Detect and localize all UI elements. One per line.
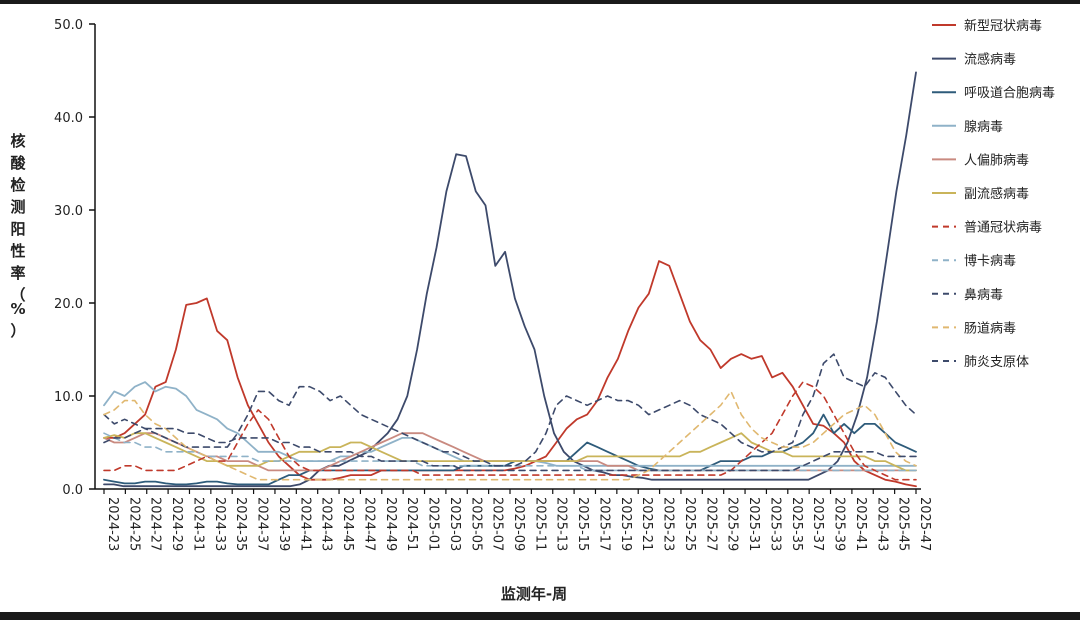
x-tick-label: 2024-33 bbox=[212, 497, 227, 551]
series-line bbox=[103, 353, 917, 467]
x-tick-label: 2024-47 bbox=[361, 497, 376, 551]
series-line bbox=[103, 413, 917, 486]
x-tick-label: 2025-43 bbox=[874, 497, 889, 551]
x-tick-label: 2025-47 bbox=[917, 497, 932, 551]
series-layer bbox=[103, 71, 917, 488]
y-axis-title-char: 率 bbox=[10, 264, 25, 282]
y-tick-label: 50.0 bbox=[54, 18, 83, 33]
x-tick-label: 2025-29 bbox=[725, 497, 740, 551]
x-tick-label: 2025-33 bbox=[767, 497, 782, 551]
x-tick-label: 2024-23 bbox=[105, 497, 120, 551]
legend-label: 普通冠状病毒 bbox=[964, 221, 1042, 236]
x-tick-label: 2025-19 bbox=[618, 497, 633, 551]
x-tick-label: 2025-25 bbox=[682, 497, 697, 551]
legend-label: 新型冠状病毒 bbox=[964, 18, 1042, 34]
legend: 新型冠状病毒流感病毒呼吸道合胞病毒腺病毒人偏肺病毒副流感病毒普通冠状病毒博卡病毒… bbox=[932, 18, 1055, 370]
y-axis-title-char: % bbox=[10, 300, 25, 318]
x-tick-label: 2024-35 bbox=[233, 497, 248, 551]
x-tick-label: 2025-27 bbox=[703, 497, 718, 551]
chart: 0.010.020.030.040.050.0 2024-23 2024-25 20… bbox=[10, 18, 1055, 603]
x-tick-label: 2025-03 bbox=[447, 497, 462, 551]
y-tick-label: 40.0 bbox=[54, 111, 83, 126]
y-tick-label: 0.0 bbox=[62, 483, 83, 498]
y-axis-title-char: （ bbox=[10, 286, 25, 304]
series-line bbox=[103, 427, 917, 472]
x-tick-label: 2025-17 bbox=[596, 497, 611, 551]
x-tick-label: 2024-51 bbox=[404, 497, 419, 551]
x-tick-label: 2025-13 bbox=[554, 497, 569, 551]
x-tick-label: 2025-37 bbox=[810, 497, 825, 551]
series-line bbox=[103, 432, 917, 472]
x-tick-label: 2025-35 bbox=[789, 497, 804, 551]
legend-label: 肠道病毒 bbox=[964, 321, 1016, 336]
y-axis-title-char: 测 bbox=[10, 198, 25, 216]
x-tick-label: 2024-43 bbox=[319, 497, 334, 551]
x-tick-label: 2025-11 bbox=[532, 497, 547, 551]
x-tick-label: 2024-37 bbox=[255, 497, 270, 551]
series-line bbox=[103, 381, 917, 481]
x-tick-label: 2025-41 bbox=[853, 497, 868, 551]
x-tick-label: 2025-05 bbox=[468, 497, 483, 551]
y-tick-label: 20.0 bbox=[54, 297, 83, 312]
x-tick-label: 2024-41 bbox=[297, 497, 312, 551]
x-tick-label: 2024-27 bbox=[148, 497, 163, 551]
chart-frame: 0.0 10.0 20.0 30.0 40.0 50.0 2024-23 2024-25 20… bbox=[0, 4, 1080, 612]
legend-label: 博卡病毒 bbox=[964, 254, 1016, 269]
y-axis-title-char: 检 bbox=[10, 176, 25, 194]
x-tick-label: 2024-45 bbox=[340, 497, 355, 551]
y-axis-title: 核酸检测阳性率 （% ） bbox=[10, 132, 26, 340]
x-tick-label: 2024-31 bbox=[190, 497, 205, 551]
y-axis-title-char: 核 bbox=[10, 132, 25, 150]
x-tick-label: 2025-09 bbox=[511, 497, 526, 551]
y-axis-title-char: 酸 bbox=[10, 154, 26, 172]
y-tick-label: 30.0 bbox=[54, 204, 83, 219]
legend-label: 腺病毒 bbox=[964, 120, 1003, 135]
x-tick-label: 2024-25 bbox=[126, 497, 141, 551]
legend-label: 鼻病毒 bbox=[964, 287, 1003, 303]
legend-label: 流感病毒 bbox=[964, 52, 1016, 68]
y-axis-title-char: ） bbox=[10, 322, 25, 340]
x-tick-label: 2024-39 bbox=[276, 497, 291, 551]
x-tick-label: 2024-29 bbox=[169, 497, 184, 551]
x-tick-label: 2025-45 bbox=[896, 497, 911, 551]
x-axis-title: 监测年-周 bbox=[501, 585, 567, 603]
series-line bbox=[103, 260, 917, 488]
x-tick-label: 2025-39 bbox=[832, 497, 847, 551]
legend-label: 肺炎支原体 bbox=[964, 355, 1029, 370]
x-tick-label: 2025-21 bbox=[639, 497, 654, 551]
x-tick-label: 2024-49 bbox=[383, 497, 398, 551]
y-tick-label: 10.0 bbox=[54, 390, 83, 405]
x-tick-label: 2025-15 bbox=[575, 497, 590, 551]
x-tick-label: 2025-23 bbox=[661, 497, 676, 551]
legend-label: 副流感病毒 bbox=[964, 186, 1029, 202]
legend-label: 人偏肺病毒 bbox=[964, 153, 1029, 168]
legend-label: 呼吸道合胞病毒 bbox=[964, 86, 1055, 101]
series-line bbox=[103, 71, 917, 488]
x-tick-label: 2025-07 bbox=[490, 497, 505, 551]
x-tick-label: 2025-01 bbox=[426, 497, 441, 551]
y-ticks: 0.0 10.0 20.0 30.0 40.0 50.0 bbox=[54, 18, 95, 498]
y-axis-title-char: 性 bbox=[10, 242, 25, 260]
x-ticks: 2024-23 2024-25 2024-27 2024-29 2024-31 2024-… bbox=[103, 489, 932, 551]
y-axis-title-char: 阳 bbox=[10, 220, 25, 238]
axes bbox=[94, 24, 921, 490]
x-tick-label: 2025-31 bbox=[746, 497, 761, 551]
